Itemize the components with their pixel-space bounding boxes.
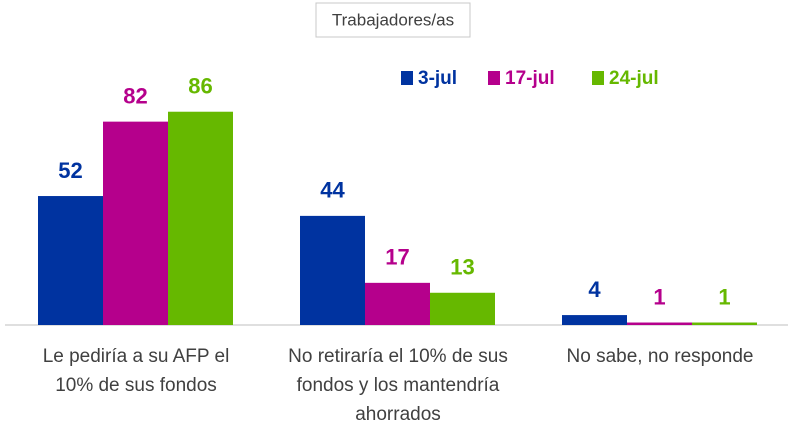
bar bbox=[430, 292, 495, 325]
data-label: 86 bbox=[188, 74, 212, 99]
bar bbox=[38, 196, 103, 325]
bar bbox=[365, 282, 430, 325]
data-label: 13 bbox=[450, 255, 474, 280]
legend-swatch bbox=[488, 71, 500, 85]
data-label: 17 bbox=[385, 245, 409, 270]
chart-title: Trabajadores/as bbox=[332, 10, 454, 29]
bar bbox=[627, 322, 692, 325]
bar bbox=[692, 322, 757, 325]
x-tick-label: No sabe, no responde bbox=[566, 346, 754, 367]
data-label: 44 bbox=[320, 178, 345, 203]
bar bbox=[300, 215, 365, 325]
data-label: 1 bbox=[653, 284, 665, 309]
data-label: 1 bbox=[718, 284, 730, 309]
data-label: 52 bbox=[58, 158, 82, 183]
title-box bbox=[315, 2, 471, 38]
legend-label: 17-jul bbox=[505, 68, 555, 89]
x-tick-label: Le pediría a su AFP el 10% de sus fondos bbox=[42, 346, 230, 396]
data-label: 82 bbox=[123, 83, 147, 108]
legend-label: 24-jul bbox=[609, 68, 659, 89]
legend-swatch bbox=[401, 71, 413, 85]
bar bbox=[103, 121, 168, 325]
data-label: 4 bbox=[588, 277, 601, 302]
x-tick-label: No retiraría el 10% de sus fondos y los … bbox=[288, 346, 508, 425]
legend-label: 3-jul bbox=[418, 68, 457, 89]
bar bbox=[168, 111, 233, 325]
legend-swatch bbox=[592, 71, 604, 85]
bar bbox=[562, 315, 627, 325]
